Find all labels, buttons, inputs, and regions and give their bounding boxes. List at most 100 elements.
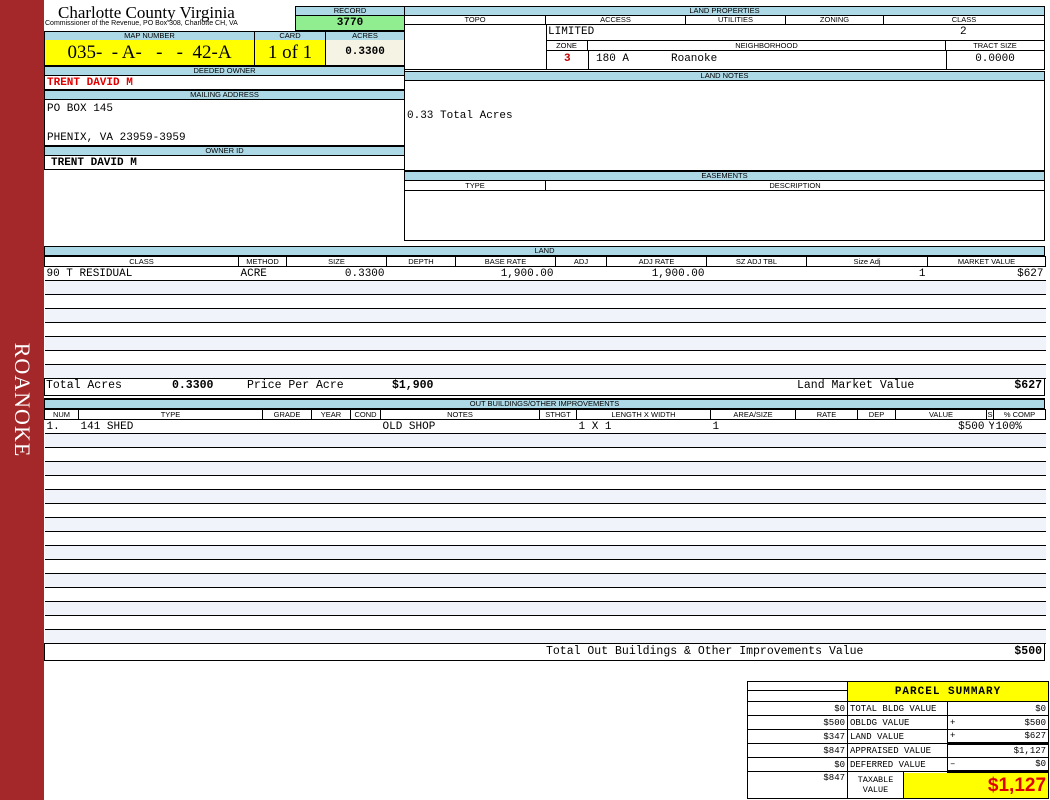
summary-left-value: $847 [747,743,848,758]
summary-left-value: $347 [747,729,848,744]
empty-row [44,489,1046,504]
topo-label: TOPO [405,15,546,25]
column-header: GRADE [262,409,312,420]
total-acres-label: Total Acres [46,379,122,392]
empty-row [44,350,1046,365]
column-header: SIZE [286,256,387,267]
table-cell: ACRE [238,266,287,281]
table-cell: 90 T RESIDUAL [44,266,239,281]
column-header: NUM [44,409,79,420]
easements-label: EASEMENTS [404,171,1045,181]
address-line2: PHENIX, VA 23959-3959 [47,132,186,144]
utilities-label: UTILITIES [686,15,786,25]
owner-id-label: OWNER ID [44,146,405,156]
empty-row [44,475,1046,490]
parcel-summary: PARCEL SUMMARY $0 TOTAL BLDG VALUE $0 $500 O… [747,681,1050,799]
table-cell: 1 [710,419,796,434]
summary-value: $0 [961,757,1050,773]
summary-value: $1,127 [961,743,1050,758]
table-row: 90 T RESIDUAL ACRE 0.3300 1,900.00 1,900.00 1… [44,266,1046,281]
zoning-label: ZONING [786,15,884,25]
empty-row [44,503,1046,518]
outbuildings-total-value: $500 [1014,645,1042,658]
land-properties-box: TOPO ACCESS UTILITIES ZONING CLASS LIMIT… [404,15,1045,70]
map-number-value: 035- - A- - - 42-A [44,40,255,66]
table-cell: 1 [806,266,928,281]
page-subtitle: Commissioner of the Revenue, PO Box 308,… [45,20,238,27]
empty-row [44,364,1046,379]
zone-box: ZONE NEIGHBORHOOD TRACT SIZE 3 180 A Roa… [546,40,1044,70]
column-header: VALUE [895,409,987,420]
table-cell: 1. [44,419,79,434]
table-cell [311,419,351,434]
empty-row [44,322,1046,337]
column-header: COND [350,409,381,420]
page-title: Charlotte County Virginia [58,3,235,22]
table-cell [795,419,858,434]
access-label: ACCESS [546,15,686,25]
taxable-row: $847 TAXABLE VALUE $1,127 [747,771,1050,799]
summary-left-value: $500 [747,715,848,730]
empty-row [44,461,1046,476]
outbuildings-column-headers: NUM TYPE GRADE YEAR COND NOTES STHGT LENGTH X W… [44,409,1046,420]
table-cell: 1,900.00 [455,266,556,281]
column-header: BASE RATE [455,256,556,267]
column-header: S [986,409,994,420]
empty-row [44,601,1046,616]
column-header: DEPTH [386,256,456,267]
summary-operator: – [947,757,962,773]
outbuildings-label: OUT BUILDINGS/OTHER IMPROVEMENTS [44,398,1045,409]
land-notes-label: LAND NOTES [404,71,1045,81]
outbuildings-table: NUM TYPE GRADE YEAR COND NOTES STHGT LENGTH X W… [44,409,1046,644]
summary-operator: + [947,729,962,745]
column-header: STHGT [539,409,577,420]
sidebar-label: ROANOKE [10,342,35,458]
column-header: % COMP [993,409,1046,420]
class-value: 2 [960,26,967,38]
summary-row: $500 OBLDG VALUE + $500 [747,715,1050,730]
zone-label: ZONE [546,41,588,51]
table-cell [350,419,381,434]
summary-operator [947,743,962,758]
summary-row: $0 DEFERRED VALUE – $0 [747,757,1050,773]
deeded-owner-label: DEEDED OWNER [44,66,405,76]
tract-size-value: 0.0000 [975,53,1015,65]
empty-row [44,531,1046,546]
table-cell: $627 [927,266,1046,281]
table-cell [262,419,312,434]
deeded-owner-value: TRENT DAVID M [44,76,405,90]
price-per-acre-label: Price Per Acre [247,379,344,392]
mailing-address-box: PO BOX 145 PHENIX, VA 23959-3959 [44,100,405,146]
outbuildings-total-label: Total Out Buildings & Other Improvements… [546,645,864,658]
parcel-summary-title: PARCEL SUMMARY [846,681,1050,702]
table-cell: Y [986,419,994,434]
table-cell: $500 [895,419,987,434]
summary-value: $500 [961,715,1050,730]
taxable-value: $1,127 [902,771,1050,799]
summary-value: $0 [961,701,1050,716]
land-market-value-label: Land Market Value [797,379,915,392]
access-value: LIMITED [548,26,595,38]
taxable-left-value: $847 [747,771,848,799]
neighborhood-code: 180 A [596,53,630,65]
column-header: SZ ADJ TBL [706,256,807,267]
table-row: 1.141 SHED OLD SHOP 1 X 11 $500Y100% [44,419,1046,434]
neighborhood-name: Roanoke [671,53,718,65]
zone-value: 3 [564,53,571,65]
empty-row [44,615,1046,630]
land-properties-label: LAND PROPERTIES [404,6,1045,16]
summary-row: $347 LAND VALUE + $627 [747,729,1050,745]
column-header: MARKET VALUE [927,256,1046,267]
column-header: CLASS [44,256,239,267]
empty-row [44,280,1046,295]
table-cell [539,419,577,434]
record-value: 3770 [295,16,405,31]
mailing-address-label: MAILING ADDRESS [44,90,405,100]
column-header: RATE [795,409,858,420]
easements-box: TYPE DESCRIPTION [404,181,1045,241]
table-cell: 1 X 1 [576,419,711,434]
class-label: CLASS [951,15,977,24]
taxable-label: TAXABLE VALUE [847,771,904,799]
column-header: DEP [857,409,896,420]
empty-row [44,294,1046,309]
